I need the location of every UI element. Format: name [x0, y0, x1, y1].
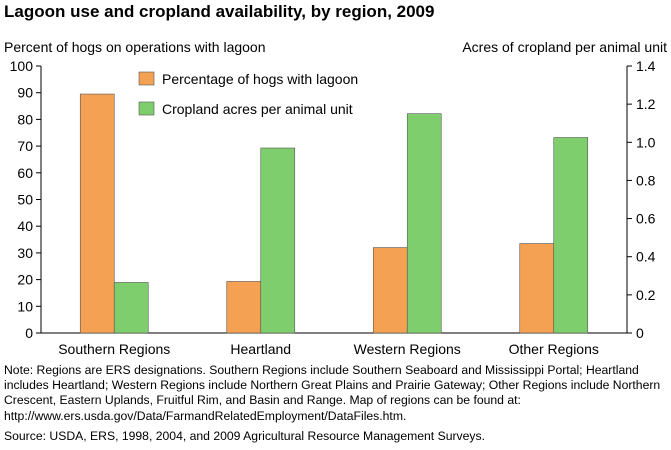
y-left-tick-label: 30 — [17, 245, 33, 261]
bar-lagoon — [226, 281, 262, 334]
bar-lagoon — [519, 243, 555, 334]
y-right-tick-label: 0.4 — [636, 249, 656, 265]
chart-title: Lagoon use and cropland availability, by… — [4, 2, 435, 21]
y-right-tick-label: 0.2 — [636, 287, 656, 303]
legend-label: Percentage of hogs with lagoon — [162, 71, 358, 87]
y-left-tick-label: 40 — [17, 218, 33, 234]
bar-cropland — [553, 137, 589, 334]
legend-swatch — [138, 101, 155, 116]
y-left-tick-label: 60 — [17, 165, 33, 181]
bar-lagoon — [79, 93, 115, 334]
y-axis-right-label: Acres of cropland per animal unit — [462, 39, 667, 55]
chart-plot: 0 10 20 30 40 50 60 70 80 90 100 0 0.2 0.4 0.6 0.8 1.0 1.… — [10, 58, 656, 357]
y-left-tick-label: 90 — [17, 85, 33, 101]
x-category-label: Southern Regions — [58, 341, 170, 357]
legend: Percentage of hogs with lagoon Cropland a… — [138, 71, 358, 117]
bar-cropland — [406, 113, 442, 334]
y-right-tick-label: 1.0 — [636, 134, 656, 150]
bars — [79, 93, 589, 334]
bar-cropland — [113, 282, 149, 334]
bar-lagoon — [372, 247, 408, 334]
y-left-tick-label: 80 — [17, 111, 33, 127]
y-left-tick-label: 100 — [10, 58, 34, 74]
x-category-label: Heartland — [230, 341, 291, 357]
y-left-tick-label: 0 — [25, 325, 33, 341]
legend-swatch — [138, 71, 155, 86]
y-left-tick-label: 10 — [17, 298, 33, 314]
y-left-tick-label: 70 — [17, 138, 33, 154]
x-category-label: Other Regions — [509, 341, 599, 357]
x-category-label: Western Regions — [354, 341, 461, 357]
y-left-tick-label: 50 — [17, 192, 33, 208]
y-left-tick-label: 20 — [17, 272, 33, 288]
y-right-tick-label: 1.2 — [636, 96, 656, 112]
y-right-tick-label: 0 — [636, 325, 644, 341]
chart-source: Source: USDA, ERS, 1998, 2004, and 2009 … — [4, 429, 485, 443]
y-right-tick-label: 0.8 — [636, 172, 656, 188]
chart-note: Note: Regions are ERS designations. Sout… — [4, 363, 661, 423]
y-axis-left-label: Percent of hogs on operations with lagoo… — [4, 39, 266, 55]
legend-label: Cropland acres per animal unit — [162, 101, 353, 117]
axes: 0 10 20 30 40 50 60 70 80 90 100 0 0.2 0.4 0.6 0.8 1.0 1.… — [10, 58, 656, 357]
bar-cropland — [260, 147, 296, 334]
y-right-tick-label: 0.6 — [636, 211, 656, 227]
y-right-tick-label: 1.4 — [636, 58, 656, 74]
